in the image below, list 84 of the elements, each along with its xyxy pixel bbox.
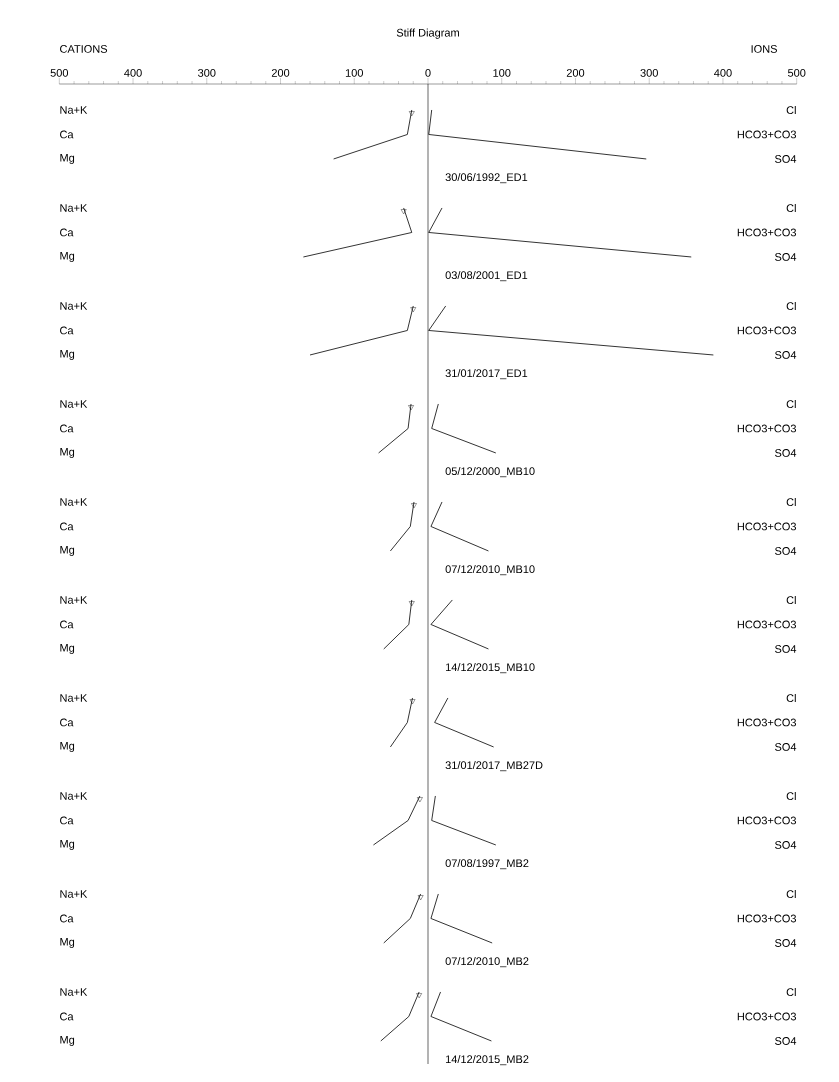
y-tick-label: Ca: [60, 228, 74, 237]
y-tick-label: Na+K: [60, 792, 88, 800]
y2-tick-label: HCO3+CO3: [737, 1012, 797, 1021]
y2-tick-label: SO4: [774, 351, 797, 359]
x-axis-title: 07/08/1997_MB2: [445, 859, 529, 870]
x-tick-label: 0: [425, 69, 431, 77]
y2-tick-label: Cl: [786, 203, 796, 213]
y2-tick-label: Cl: [786, 987, 796, 997]
y-tick-label: Mg: [60, 742, 75, 752]
y2-tick-label: HCO3+CO3: [737, 522, 797, 531]
y-tick-label: Ca: [60, 1012, 74, 1021]
x-axis-title: 05/12/2000_MB10: [445, 467, 535, 478]
x-tick-label: 200: [566, 69, 585, 77]
y2-tick-label: Cl: [786, 595, 796, 605]
y-tick-label: Mg: [60, 938, 75, 948]
y-tick-label: Na+K: [60, 106, 88, 114]
y-tick-label: Mg: [60, 840, 75, 850]
x-tick-label: 200: [271, 69, 290, 77]
y2-tick-label: Cl: [786, 497, 796, 507]
y2-tick-label: SO4: [774, 939, 797, 947]
y-tick-label: Ca: [60, 424, 74, 433]
x-axis-title: 31/01/2017_ED1: [445, 369, 528, 380]
x-tick-label: 100: [345, 69, 363, 77]
y2-tick-label: SO4: [774, 1037, 797, 1045]
y-tick-label: Mg: [60, 350, 75, 360]
y-tick-label: Ca: [60, 718, 74, 727]
x-tick-label: 500: [50, 69, 69, 77]
y2-tick-label: Cl: [786, 105, 796, 115]
y2-tick-label: SO4: [774, 155, 797, 163]
y-tick-label: Na+K: [60, 988, 88, 996]
y2-tick-label: SO4: [774, 743, 797, 751]
y-tick-label: Na+K: [60, 498, 88, 506]
y-tick-label: Mg: [60, 546, 75, 556]
y2-tick-label: SO4: [774, 841, 797, 849]
text: IONS: [751, 45, 777, 53]
y2-tick-label: Cl: [786, 399, 796, 409]
y-tick-label: Mg: [60, 644, 75, 654]
y2-tick-label: SO4: [774, 253, 797, 261]
y-tick-label: Na+K: [60, 400, 88, 408]
y2-tick-label: Cl: [786, 791, 796, 801]
x-axis-title: 03/08/2001_ED1: [445, 271, 528, 282]
x-axis-title: 30/06/1992_ED1: [445, 173, 528, 184]
y2-tick-label: HCO3+CO3: [737, 816, 797, 825]
y-tick-label: Na+K: [60, 302, 88, 310]
x-tick-label: 300: [198, 69, 216, 77]
y2-tick-label: Cl: [786, 889, 796, 899]
y-tick-label: Mg: [60, 448, 75, 458]
y2-tick-label: HCO3+CO3: [737, 718, 797, 727]
y2-tick-label: SO4: [774, 449, 797, 457]
y-tick-label: Mg: [60, 252, 75, 262]
y2-tick-label: HCO3+CO3: [737, 914, 797, 923]
y2-tick-label: SO4: [774, 547, 797, 555]
text: CATIONS: [60, 45, 108, 53]
x-tick-label: 300: [640, 69, 658, 77]
y-tick-label: Ca: [60, 620, 74, 629]
x-axis-title: 14/12/2015_MB2: [445, 1055, 529, 1066]
y2-tick-label: HCO3+CO3: [737, 130, 797, 139]
x-axis-title: 07/12/2010_MB10: [445, 565, 535, 576]
y2-tick-label: Cl: [786, 693, 796, 703]
x-axis-title: 31/01/2017_MB27D: [445, 761, 543, 772]
x-tick-label: 100: [493, 69, 511, 77]
chart-title: Stiff Diagram: [396, 28, 459, 39]
y2-tick-label: SO4: [774, 645, 797, 653]
y-tick-label: Ca: [60, 522, 74, 531]
y-tick-label: Mg: [60, 1036, 75, 1046]
y2-tick-label: HCO3+CO3: [737, 424, 797, 433]
y2-tick-label: HCO3+CO3: [737, 620, 797, 629]
y-tick-label: Ca: [60, 130, 74, 139]
y-tick-label: Na+K: [60, 204, 88, 212]
y2-tick-label: HCO3+CO3: [737, 326, 797, 335]
y2-tick-label: Cl: [786, 301, 796, 311]
y-tick-label: Na+K: [60, 596, 88, 604]
x-tick-label: 500: [787, 69, 806, 77]
x-tick-label: 400: [714, 69, 732, 77]
x-axis-title: 14/12/2015_MB10: [445, 663, 535, 674]
y2-tick-label: HCO3+CO3: [737, 228, 797, 237]
y-tick-label: Mg: [60, 154, 75, 164]
x-tick-label: 400: [124, 69, 142, 77]
y-tick-label: Ca: [60, 816, 74, 825]
y-tick-label: Na+K: [60, 694, 88, 702]
y-tick-label: Ca: [60, 326, 74, 335]
x-axis-title: 07/12/2010_MB2: [445, 957, 529, 968]
y-tick-label: Ca: [60, 914, 74, 923]
y-tick-label: Na+K: [60, 890, 88, 898]
